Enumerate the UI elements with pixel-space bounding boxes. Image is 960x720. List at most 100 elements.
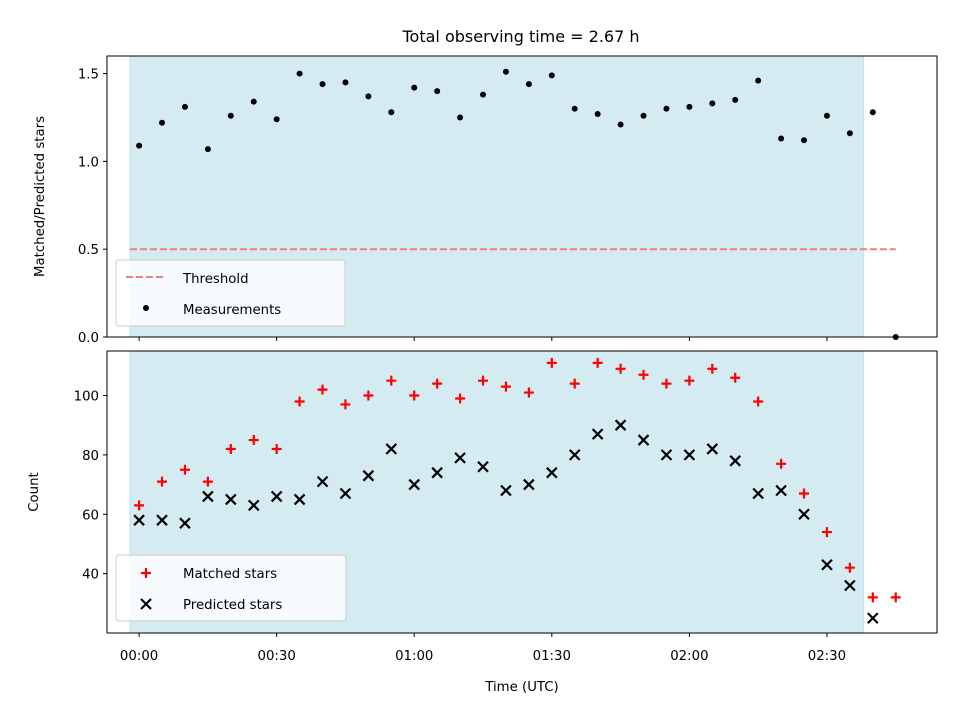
measurement-point <box>640 112 647 119</box>
predicted-star-point <box>362 469 375 482</box>
measurement-point <box>823 112 830 119</box>
figure-title: Total observing time = 2.67 h <box>401 27 639 46</box>
time-x-axis-label: Time (UTC) <box>484 680 559 695</box>
matched-star-point <box>271 443 282 454</box>
predicted-star-point <box>293 493 306 506</box>
predicted-star-point <box>614 419 627 431</box>
measurement-point <box>342 79 349 86</box>
measurement-point <box>594 110 601 117</box>
matched-star-point <box>776 458 787 469</box>
predicted-star-point <box>477 460 489 473</box>
measurement-point <box>709 100 716 107</box>
matched-star-point <box>157 476 168 487</box>
predicted-star-point <box>431 466 443 479</box>
matched-star-point <box>707 363 718 374</box>
ratio-panel-frame <box>106 55 938 338</box>
ratio-y-tick-label: 0.0 <box>78 331 99 346</box>
predicted-star-point <box>821 558 833 571</box>
predicted-star-point <box>523 478 535 491</box>
measurement-point <box>480 91 487 98</box>
time-x-tick-label: 02:00 <box>670 649 708 664</box>
measurement-point <box>296 70 303 77</box>
time-x-tick-label: 01:30 <box>533 649 571 664</box>
predicted-star-point <box>752 487 764 500</box>
measurement-point <box>388 109 395 116</box>
matched-star-point <box>867 592 878 603</box>
legend-threshold-label: Threshold <box>182 272 249 287</box>
measurement-point <box>273 116 280 123</box>
ratio-y-tick-label: 1.0 <box>78 155 99 170</box>
predicted-star-point <box>844 579 856 592</box>
matched-star-point <box>730 372 741 383</box>
matched-star-point <box>569 378 580 389</box>
measurement-point <box>250 98 257 105</box>
matched-star-point <box>340 399 351 410</box>
predicted-star-point <box>568 449 581 461</box>
matched-star-point <box>455 393 466 404</box>
predicted-star-point <box>798 508 810 521</box>
count-points <box>133 357 901 624</box>
measurement-point <box>159 119 166 126</box>
predicted-star-point <box>660 449 673 461</box>
predicted-star-point <box>156 514 168 526</box>
matched-star-point <box>661 378 672 389</box>
predicted-star-point <box>867 612 879 624</box>
matched-star-point <box>753 396 764 407</box>
count-panel-frame <box>106 350 938 634</box>
predicted-star-point <box>339 487 352 500</box>
count-panel: 40 60 80 100 00:00 00:30 01:00 01:30 02:00 02:30… <box>27 350 938 695</box>
predicted-star-point <box>683 449 696 461</box>
measurement-point <box>365 93 372 100</box>
time-x-tick-label: 02:30 <box>808 649 846 664</box>
measurement-point <box>846 130 853 137</box>
predicted-star-point <box>706 443 719 455</box>
legend-matched-swatch <box>141 568 151 578</box>
matched-star-point <box>546 357 557 368</box>
ratio-panel: 0.0 0.5 1.0 1.5 Matched/Predicted stars Thr… <box>33 55 938 346</box>
count-y-tick-label: 40 <box>82 568 99 583</box>
measurement-point <box>732 96 739 103</box>
legend-frame <box>115 554 347 622</box>
legend-predicted-label: Predicted stars <box>183 598 282 613</box>
legend-measurement-label: Measurements <box>183 303 281 318</box>
legend-measurement-swatch <box>143 305 149 311</box>
matched-star-point <box>409 390 420 401</box>
predicted-star-point <box>775 484 787 497</box>
measurement-point <box>181 103 188 110</box>
count-legend: Matched stars Predicted stars <box>115 554 347 622</box>
measurement-point <box>204 146 211 153</box>
time-x-ticks: 00:00 00:30 01:00 01:30 02:00 02:30 <box>120 633 846 664</box>
predicted-star-point <box>729 455 742 467</box>
measurement-point <box>136 142 143 149</box>
measurement-point <box>869 109 876 116</box>
matched-star-point <box>684 375 695 386</box>
predicted-star-point <box>225 493 237 506</box>
measurement-point <box>778 135 785 142</box>
count-y-tick-label: 80 <box>82 449 99 464</box>
ratio-y-tick-label: 1.5 <box>78 68 99 83</box>
ratio-x-ticks <box>138 337 828 341</box>
measurement-point <box>457 114 464 121</box>
measurement-point <box>801 137 808 144</box>
measurement-point <box>686 103 693 110</box>
measurement-point <box>548 72 555 79</box>
matched-star-point <box>615 363 626 374</box>
matched-star-point <box>523 387 534 398</box>
count-y-tick-label: 60 <box>82 508 99 523</box>
matched-star-point <box>386 375 397 386</box>
measurement-points <box>136 68 899 340</box>
matched-star-point <box>134 500 145 511</box>
matched-star-point <box>225 443 236 454</box>
predicted-star-point <box>385 443 398 455</box>
measurement-point <box>525 81 532 88</box>
matched-star-point <box>478 375 489 386</box>
ratio-y-ticks: 0.0 0.5 1.0 1.5 <box>78 68 107 346</box>
count-y-tick-label: 100 <box>74 390 99 405</box>
matched-star-point <box>248 435 259 446</box>
time-x-tick-label: 00:00 <box>120 649 158 664</box>
predicted-star-point <box>500 484 512 497</box>
matched-star-point <box>432 378 443 389</box>
measurement-point <box>663 105 670 112</box>
measurement-point <box>617 121 624 128</box>
